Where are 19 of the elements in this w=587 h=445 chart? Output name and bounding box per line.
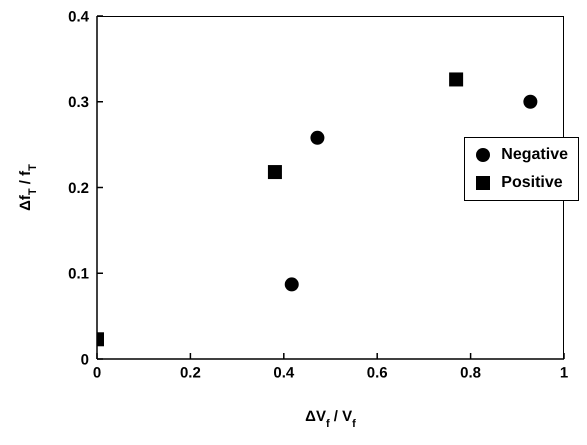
x-axis-title: ΔV$_{f}$ / V$_{f}$ <box>305 408 356 430</box>
y-tick-label: 0 <box>80 351 89 368</box>
legend-label: Negative <box>501 145 568 165</box>
legend-label: Positive <box>501 173 563 193</box>
x-tick-label: 0.8 <box>460 364 482 382</box>
x-tick-label: 0 <box>92 364 102 382</box>
point <box>310 130 324 145</box>
y-tick-label: 0.4 <box>68 8 90 26</box>
x-tick-label: 0.4 <box>273 364 295 382</box>
y-tick-label: 0.3 <box>68 94 89 112</box>
point <box>284 277 299 292</box>
x-tick-label: 1 <box>560 364 568 382</box>
x-tick-label: 0.6 <box>366 364 388 382</box>
point <box>268 165 282 180</box>
point <box>523 94 538 109</box>
y-tick-label: 0.2 <box>68 180 89 197</box>
point <box>449 72 464 86</box>
y-tick-label: 0.1 <box>68 266 89 283</box>
x-tick-label: 0.2 <box>180 364 201 382</box>
